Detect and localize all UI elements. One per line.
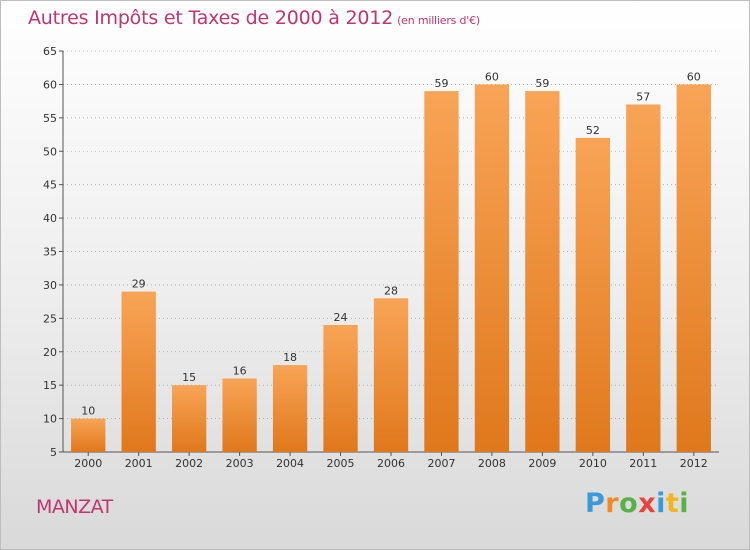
chart-title: Autres Impôts et Taxes de 2000 à 2012 (en… <box>28 7 480 29</box>
data-label: 16 <box>233 364 247 377</box>
logo-letter: P <box>585 488 606 519</box>
x-tick-label: 2002 <box>175 457 203 470</box>
y-tick-label: 15 <box>43 379 57 392</box>
bar <box>373 298 409 452</box>
y-tick-label: 40 <box>43 212 57 225</box>
y-tick-label: 55 <box>43 112 57 125</box>
data-label: 28 <box>384 284 398 297</box>
bar <box>171 385 207 452</box>
data-label: 15 <box>182 371 196 384</box>
data-label: 59 <box>434 77 448 90</box>
x-tick-label: 2010 <box>579 457 607 470</box>
data-label: 60 <box>687 70 701 83</box>
logo-letter: r <box>605 488 620 519</box>
bar <box>121 291 156 452</box>
y-tick-label: 45 <box>43 179 57 192</box>
y-tick-label: 5 <box>50 446 57 459</box>
chart-subtitle: (en milliers d'€) <box>397 14 480 27</box>
logo-letter: x <box>638 488 657 519</box>
x-tick-label: 2004 <box>276 457 304 470</box>
data-label: 29 <box>132 278 146 291</box>
bar <box>424 91 459 452</box>
y-tick-label: 65 <box>43 45 57 58</box>
x-tick-label: 2008 <box>478 457 506 470</box>
data-label: 18 <box>283 351 297 364</box>
x-tick-label: 2007 <box>427 457 455 470</box>
x-tick-label: 2000 <box>74 457 102 470</box>
bar <box>222 378 257 452</box>
logo-letter: t <box>665 488 680 519</box>
logo-letter: o <box>619 488 639 519</box>
x-tick-label: 2006 <box>377 457 405 470</box>
proxiti-logo: Proxiti <box>585 488 689 519</box>
bar <box>575 137 611 452</box>
x-tick-label: 2001 <box>125 457 153 470</box>
logo-letter: i <box>656 488 666 519</box>
bar <box>71 418 106 452</box>
bar <box>676 84 711 453</box>
y-tick-label: 25 <box>43 312 57 325</box>
bar <box>272 365 308 452</box>
commune-name: MANZAT <box>36 496 113 518</box>
data-label: 24 <box>334 311 348 324</box>
bar <box>626 104 661 452</box>
data-label: 60 <box>485 70 499 83</box>
y-tick-label: 30 <box>43 279 57 292</box>
x-tick-label: 2012 <box>680 457 708 470</box>
data-label: 57 <box>636 90 650 103</box>
x-tick-label: 2003 <box>226 457 254 470</box>
y-tick-label: 20 <box>43 346 57 359</box>
x-tick-label: 2005 <box>327 457 355 470</box>
logo-letter: i <box>679 488 690 519</box>
y-tick-label: 60 <box>43 78 57 91</box>
data-label: 10 <box>81 405 95 418</box>
y-tick-label: 50 <box>43 145 57 158</box>
y-tick-label: 35 <box>43 246 57 259</box>
data-label: 52 <box>586 124 600 137</box>
bar <box>323 325 358 452</box>
y-tick-label: 10 <box>43 413 57 426</box>
bar <box>525 91 560 452</box>
bar <box>474 84 510 453</box>
title-text: Autres Impôts et Taxes de 2000 à 2012 <box>28 7 394 29</box>
x-tick-label: 2009 <box>528 457 556 470</box>
x-tick-label: 2011 <box>629 457 657 470</box>
data-label: 59 <box>535 77 549 90</box>
